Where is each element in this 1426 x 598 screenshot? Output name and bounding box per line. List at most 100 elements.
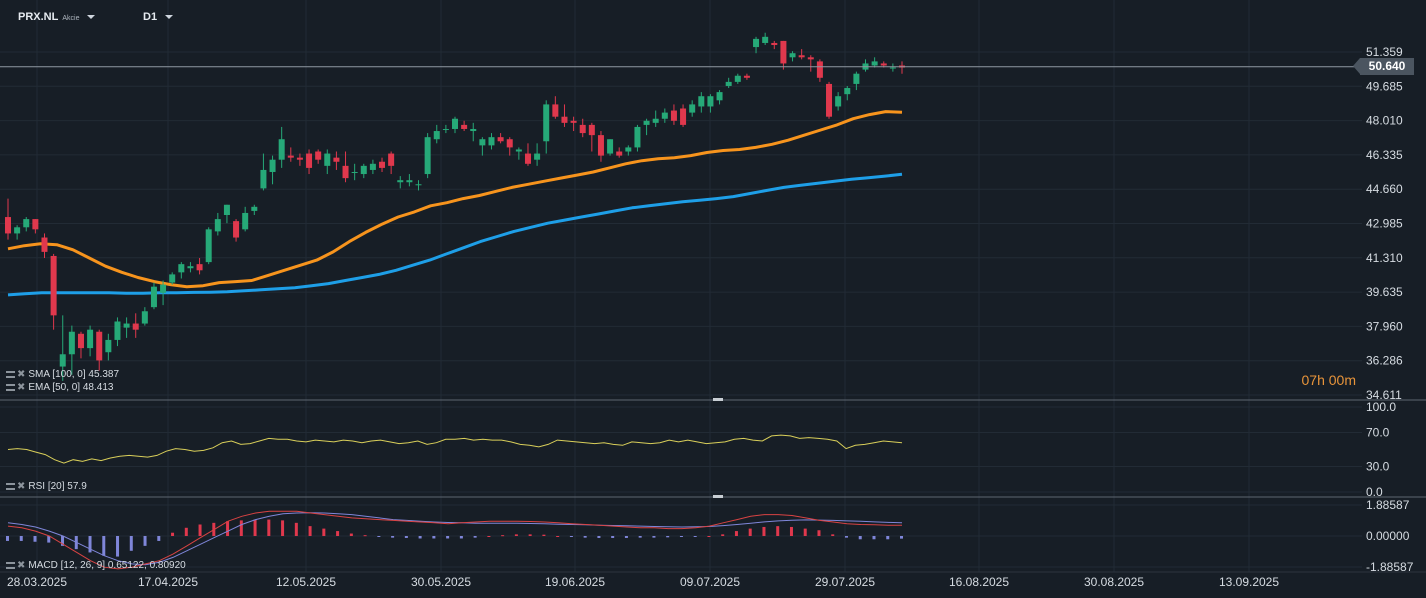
close-icon[interactable]: ✖: [17, 560, 26, 571]
settings-icon[interactable]: [6, 561, 15, 569]
timeframe-label: D1: [143, 11, 158, 23]
macd-histogram-bar: [143, 536, 147, 546]
candle-body: [753, 38, 760, 48]
candle-body: [150, 286, 157, 308]
candle: [242, 206, 249, 232]
macd-histogram-bar: [679, 536, 683, 537]
candle-timer: 07h 00m: [1301, 372, 1356, 388]
candle: [169, 272, 176, 285]
candle-body: [324, 153, 331, 166]
candle-body: [379, 161, 386, 168]
candle: [597, 131, 604, 162]
current-price-tag: 50.640: [1353, 58, 1414, 76]
symbol-selector[interactable]: PRX.NL Akcie: [18, 11, 96, 23]
rsi-line: [7, 434, 903, 464]
candle-body: [789, 53, 796, 58]
macd-histogram-bar: [844, 536, 848, 538]
macd-histogram-bar: [528, 534, 532, 536]
ema-legend[interactable]: ✖ EMA [50, 0] 48.413: [6, 382, 113, 393]
candle-body: [716, 92, 723, 101]
candle-body: [23, 219, 30, 228]
macd-histogram-bar: [267, 519, 271, 536]
candle-body: [214, 219, 221, 232]
candle: [862, 59, 869, 72]
candle: [388, 151, 395, 175]
candle: [442, 124, 449, 134]
candle-body: [743, 75, 750, 78]
candle: [369, 159, 376, 175]
candle-body: [242, 212, 249, 230]
price-tick-label: 37.960: [1366, 319, 1403, 333]
rsi-legend[interactable]: ✖ RSI [20] 57.9: [6, 481, 87, 492]
candle: [479, 137, 486, 156]
macd-histogram-bar: [721, 534, 725, 536]
macd-histogram-bar: [6, 536, 9, 541]
macd-histogram-bar: [748, 528, 752, 536]
candle-body: [515, 149, 522, 152]
price-tick-label: 41.310: [1366, 251, 1403, 265]
macd-histogram-bar: [501, 535, 505, 537]
settings-icon[interactable]: [6, 482, 15, 490]
candle: [379, 157, 386, 172]
macd-histogram-bar: [322, 528, 326, 536]
candle: [433, 124, 440, 144]
macd-histogram-bar: [900, 536, 903, 539]
candle: [853, 71, 860, 91]
macd-histogram-bar: [404, 536, 408, 538]
candle-body: [41, 237, 48, 252]
candle-body: [616, 151, 623, 156]
candle-body: [461, 124, 468, 129]
settings-icon[interactable]: [6, 383, 15, 391]
candle: [397, 176, 404, 189]
candle: [625, 145, 632, 156]
candle-body: [406, 180, 413, 183]
panel-resize-handle: [713, 495, 723, 498]
symbol-label: PRX.NL: [18, 11, 59, 23]
close-icon[interactable]: ✖: [17, 481, 26, 492]
candle: [23, 217, 30, 232]
asset-type-label: Akcie: [62, 15, 80, 22]
macd-histogram-bar: [872, 536, 876, 540]
ema-line: [7, 110, 903, 289]
candle-body: [561, 116, 568, 123]
macd-histogram-bar: [61, 536, 65, 546]
settings-icon[interactable]: [6, 370, 15, 378]
close-icon[interactable]: ✖: [17, 382, 26, 393]
candle-body: [433, 131, 440, 140]
rsi-tick-label: 0.0: [1366, 485, 1383, 499]
panel-resize-handle: [713, 398, 723, 401]
timeframe-selector[interactable]: D1: [143, 11, 174, 23]
candle: [835, 92, 842, 111]
candle: [753, 36, 760, 54]
candle: [716, 90, 723, 105]
candle: [570, 116, 577, 132]
candle: [105, 333, 112, 361]
candle-body: [506, 139, 513, 148]
candle-body: [880, 63, 887, 66]
candle-body: [734, 75, 741, 82]
macd-histogram-bar: [831, 534, 835, 536]
candle: [798, 49, 805, 60]
candle-body: [169, 274, 176, 283]
candle: [160, 280, 167, 306]
candle-body: [470, 128, 477, 132]
macd-histogram-bar: [377, 536, 381, 537]
candle: [506, 137, 513, 156]
candle: [461, 120, 468, 132]
macd-histogram-bar: [391, 536, 395, 538]
close-icon[interactable]: ✖: [17, 369, 26, 380]
macd-histogram-bar: [157, 536, 161, 541]
macd-histogram-bar: [418, 536, 422, 539]
candle: [287, 147, 294, 162]
macd-histogram-bar: [638, 536, 642, 538]
candle-body: [816, 61, 823, 78]
macd-histogram-bar: [734, 531, 738, 536]
candle: [780, 40, 787, 70]
candle-body: [233, 221, 240, 238]
sma-legend[interactable]: ✖ SMA [100, 0] 45.387: [6, 369, 119, 380]
candle-body: [652, 118, 659, 123]
candle-body: [780, 40, 787, 64]
macd-histogram-bar: [459, 536, 463, 539]
macd-legend[interactable]: ✖ MACD [12, 26, 9] 0.65122, 0.80920: [6, 560, 186, 571]
